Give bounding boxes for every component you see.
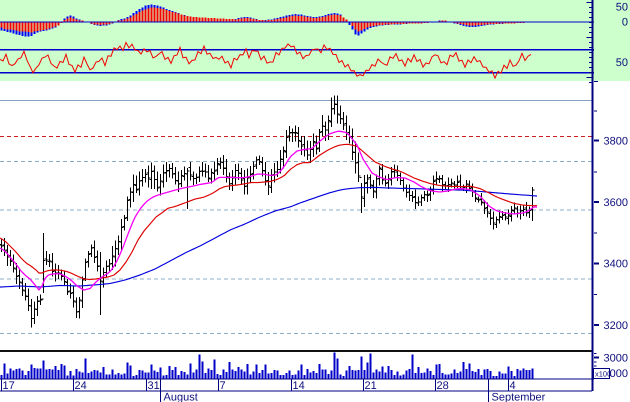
svg-text:50: 50 (616, 1, 628, 13)
svg-text:24: 24 (74, 380, 86, 392)
svg-text:3800: 3800 (604, 135, 628, 147)
svg-text:7: 7 (219, 380, 225, 392)
svg-text:3200: 3200 (604, 320, 628, 332)
svg-text:14: 14 (292, 380, 304, 392)
svg-text:0: 0 (622, 16, 628, 28)
svg-text:17: 17 (2, 380, 14, 392)
svg-text:28: 28 (436, 380, 448, 392)
svg-text:September: September (491, 392, 545, 402)
svg-text:x100: x100 (595, 370, 611, 379)
svg-text:August: August (163, 392, 197, 402)
svg-text:000: 000 (610, 368, 628, 380)
svg-text:3400: 3400 (604, 258, 628, 270)
svg-text:50: 50 (616, 57, 628, 69)
svg-text:4: 4 (509, 380, 515, 392)
svg-text:3600: 3600 (604, 197, 628, 209)
svg-text:3000: 3000 (604, 352, 628, 364)
svg-text:21: 21 (364, 380, 376, 392)
svg-text:31: 31 (147, 380, 159, 392)
